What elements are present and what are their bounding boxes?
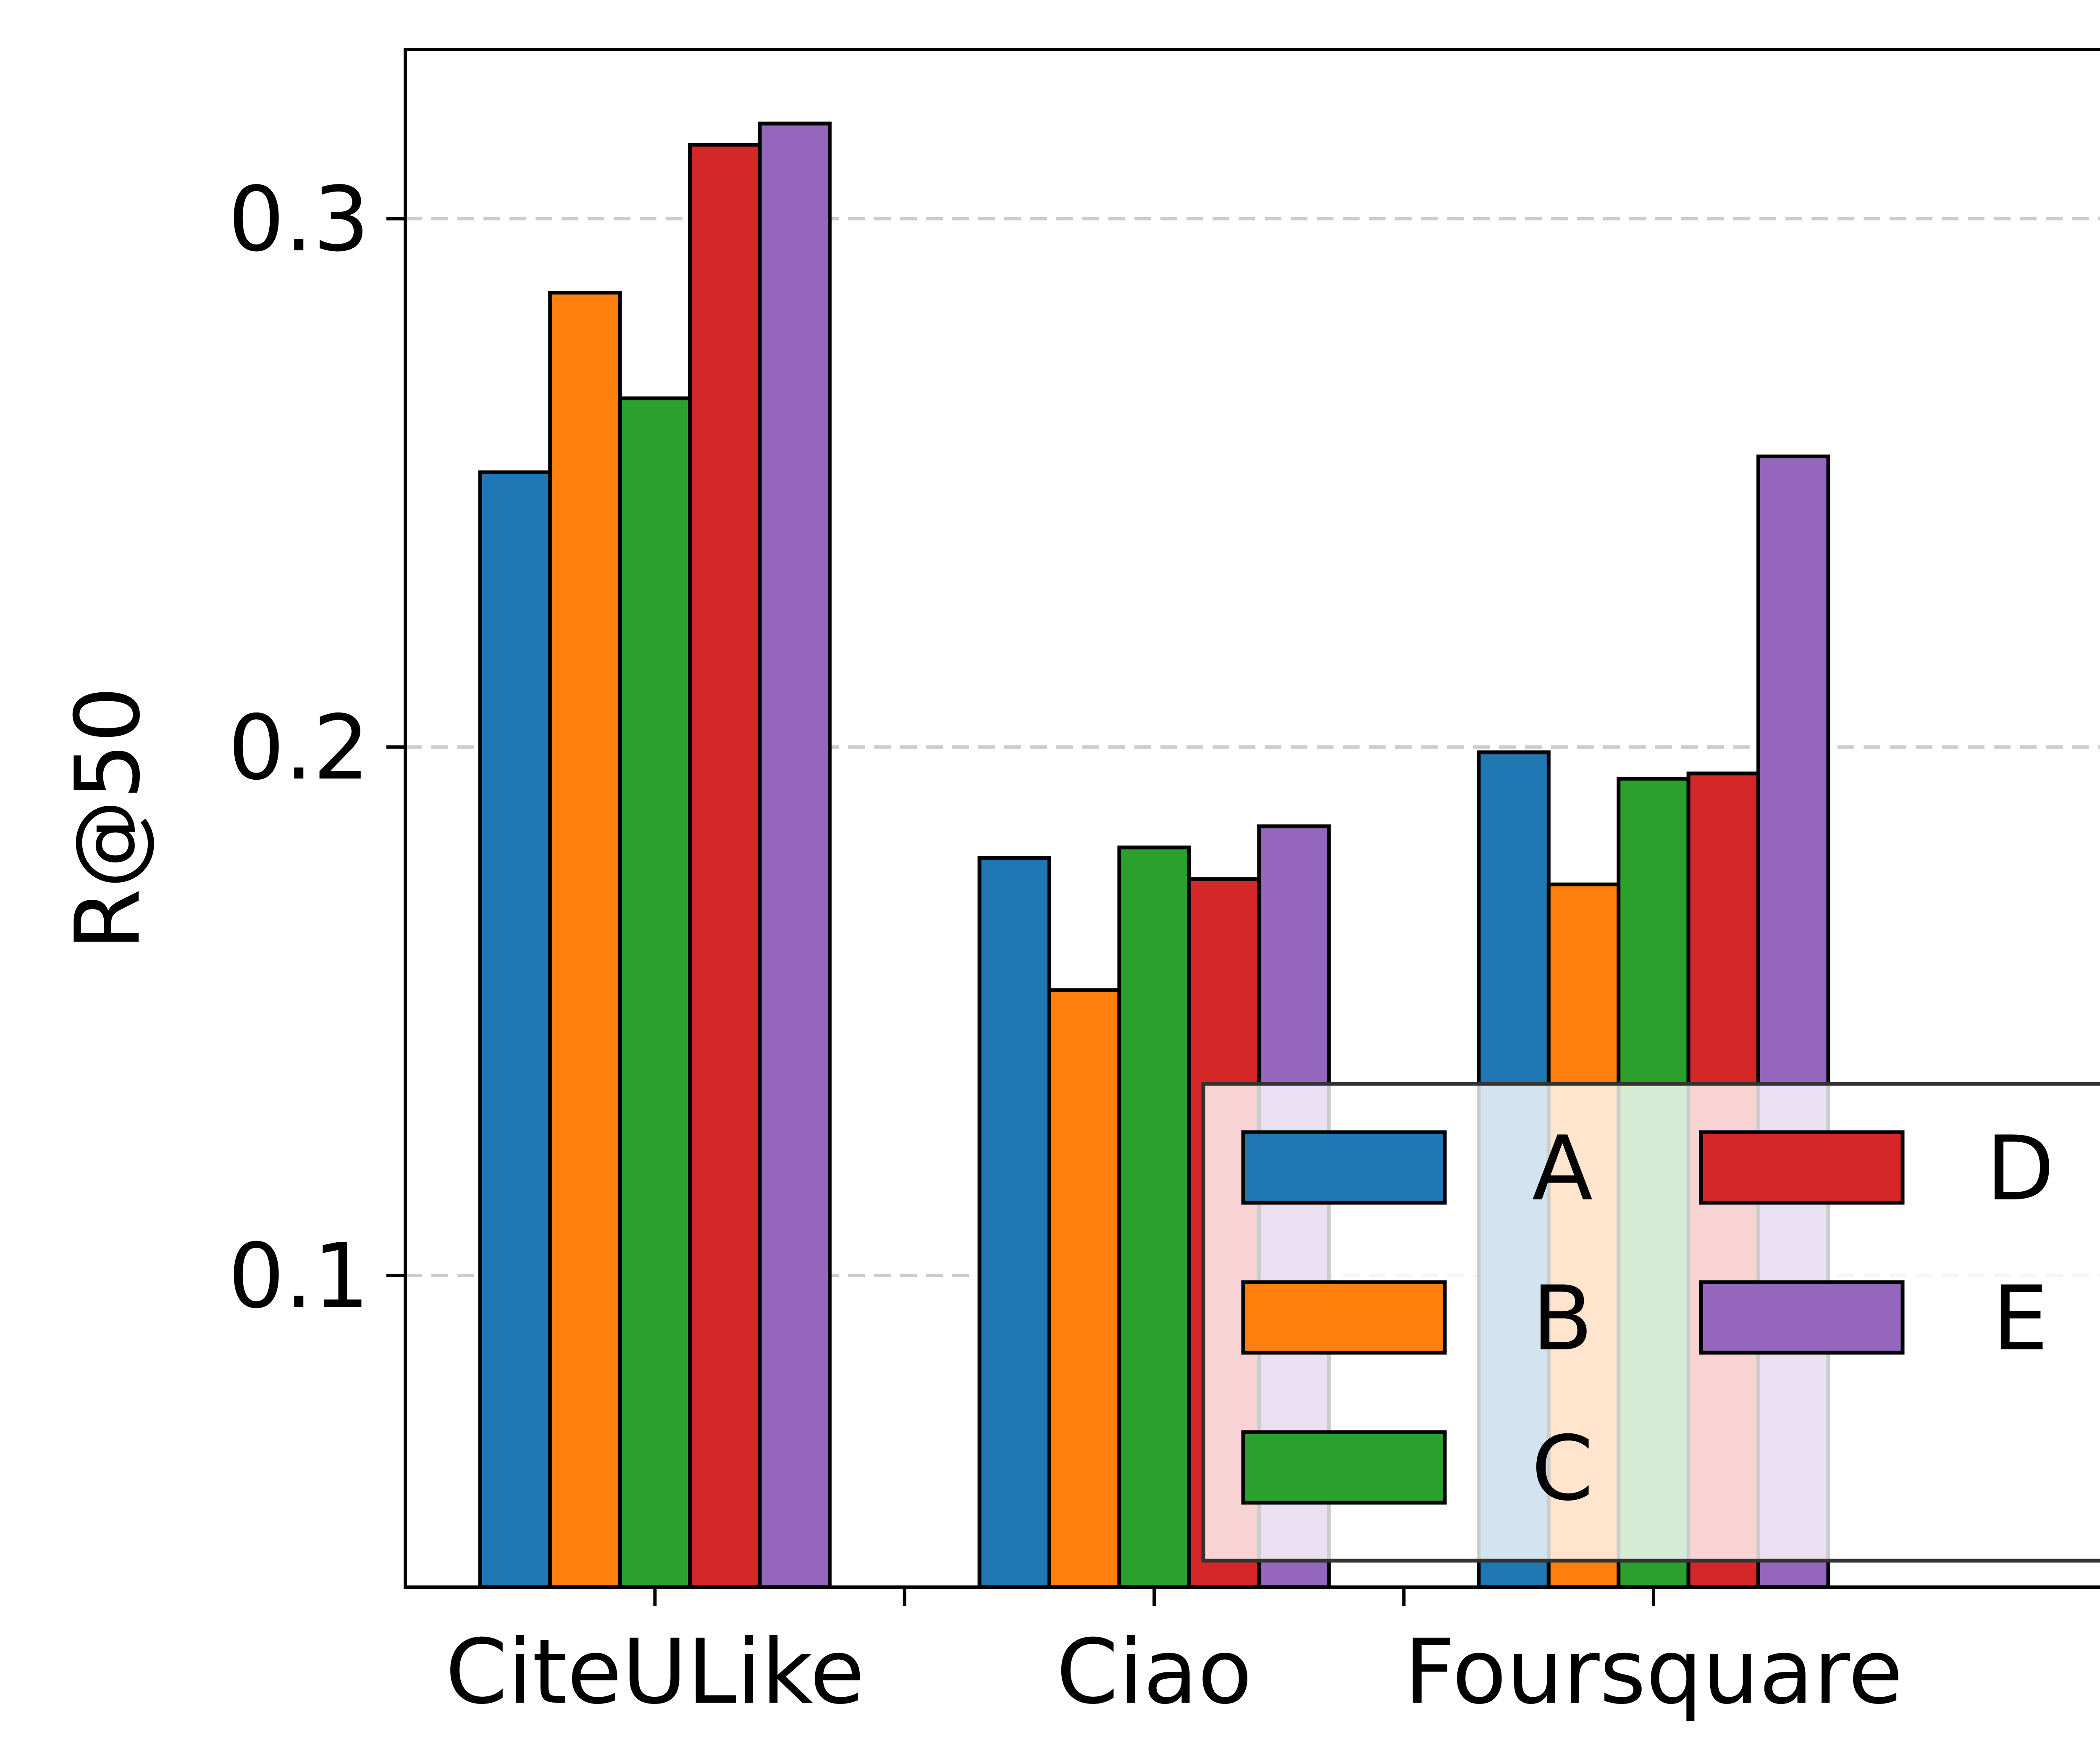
bar-B-Ciao bbox=[1047, 988, 1121, 1589]
legend-label-A: A bbox=[1532, 1117, 1593, 1220]
bar-E-CiteULike bbox=[758, 121, 832, 1589]
y-tick-label: 0.1 bbox=[228, 1224, 370, 1328]
legend-swatch-D bbox=[1699, 1130, 1905, 1205]
bar-C-CiteULike bbox=[618, 396, 692, 1589]
bar-A-Ciao bbox=[977, 856, 1052, 1589]
x-tick-label: CiteULike bbox=[445, 1620, 864, 1724]
y-axis: 0.1 0.2 0.3 bbox=[228, 167, 405, 1328]
legend-label-B: B bbox=[1532, 1267, 1593, 1370]
x-tick-label: Foursquare bbox=[1404, 1620, 1903, 1724]
legend-swatch-E bbox=[1699, 1280, 1905, 1355]
bar-B-CiteULike bbox=[548, 291, 622, 1589]
legend: ABC DE bbox=[1201, 1082, 2100, 1563]
x-tick-label: Ciao bbox=[1056, 1620, 1252, 1724]
legend-swatch-C bbox=[1241, 1430, 1447, 1505]
legend-label-E: E bbox=[1992, 1267, 2048, 1370]
plot-frame bbox=[404, 48, 2100, 1589]
y-axis-label: R@50 bbox=[56, 686, 160, 950]
x-axis: CiteULike Ciao Foursquare bbox=[445, 1587, 1903, 1724]
legend-label-C: C bbox=[1531, 1417, 1593, 1520]
legend-swatch-A bbox=[1241, 1130, 1447, 1205]
bar-D-CiteULike bbox=[688, 142, 762, 1589]
bar-A-CiteULike bbox=[478, 470, 552, 1589]
bar-C-Ciao bbox=[1117, 845, 1191, 1589]
y-tick-label: 0.3 bbox=[228, 167, 370, 271]
legend-label-D: D bbox=[1986, 1117, 2054, 1220]
y-tick-label: 0.2 bbox=[228, 696, 370, 799]
legend-swatch-B bbox=[1241, 1280, 1447, 1355]
